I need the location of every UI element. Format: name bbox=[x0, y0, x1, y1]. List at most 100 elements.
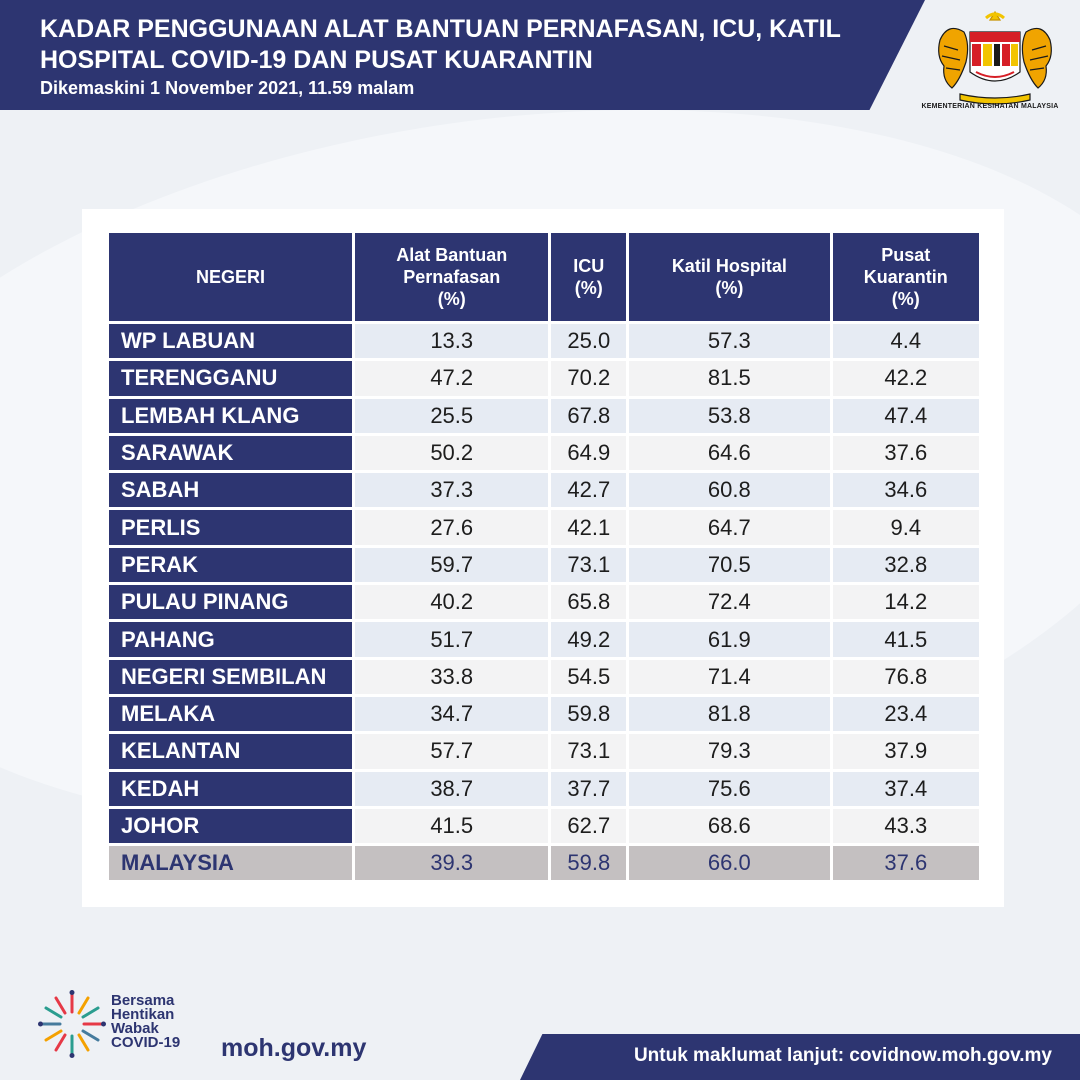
ventilator-value: 37.3 bbox=[355, 473, 549, 511]
hospital-value: 64.7 bbox=[629, 510, 830, 548]
header-band bbox=[0, 0, 925, 110]
quarantine-value: 76.8 bbox=[832, 659, 979, 697]
state-name: WP LABUAN bbox=[109, 324, 352, 362]
hospital-value: 81.8 bbox=[629, 696, 830, 735]
updated-timestamp: Dikemaskini 1 November 2021, 11.59 malam bbox=[40, 78, 415, 98]
ventilator-value: 59.7 bbox=[355, 547, 549, 586]
icu-value: 59.8 bbox=[551, 696, 627, 735]
quarantine-value: 37.4 bbox=[832, 771, 979, 809]
hospital-value: 57.3 bbox=[629, 324, 830, 362]
icu-value: 42.7 bbox=[551, 473, 627, 511]
total-label: MALAYSIA bbox=[109, 846, 352, 884]
more-info-link[interactable]: Untuk maklumat lanjut: covidnow.moh.gov.… bbox=[633, 1045, 1052, 1066]
ministry-name: KEMENTERIAN KESIHATAN MALAYSIA bbox=[921, 103, 1059, 110]
ventilator-value: 47.2 bbox=[355, 361, 549, 399]
hospital-value: 79.3 bbox=[629, 734, 830, 772]
icu-value: 49.2 bbox=[551, 622, 627, 660]
state-name: PERAK bbox=[109, 547, 352, 586]
campaign-slogan: Bersama Hentikan Wabak COVID-19 bbox=[111, 992, 181, 1051]
table-row: SABAH 37.3 42.7 60.8 34.6 bbox=[109, 473, 979, 511]
table-row: JOHOR 41.5 62.7 68.6 43.3 bbox=[109, 808, 979, 847]
table-row: TERENGGANU 47.2 70.2 81.5 42.2 bbox=[109, 361, 979, 399]
ventilator-value: 57.7 bbox=[355, 734, 549, 772]
quarantine-value: 37.9 bbox=[832, 734, 979, 772]
header-negeri: NEGERI bbox=[109, 233, 352, 324]
table-total-row: MALAYSIA 39.3 59.8 66.0 37.6 bbox=[109, 846, 979, 884]
total-icu-value: 59.8 bbox=[551, 846, 627, 884]
ventilator-value: 34.7 bbox=[355, 696, 549, 735]
table-row: LEMBAH KLANG 25.5 67.8 53.8 47.4 bbox=[109, 398, 979, 436]
table-row: PULAU PINANG 40.2 65.8 72.4 14.2 bbox=[109, 585, 979, 623]
table-row: KELANTAN 57.7 73.1 79.3 37.9 bbox=[109, 734, 979, 772]
icu-value: 37.7 bbox=[551, 771, 627, 809]
state-name: PULAU PINANG bbox=[109, 585, 352, 623]
state-name: TERENGGANU bbox=[109, 361, 352, 399]
hospital-value: 71.4 bbox=[629, 659, 830, 697]
icu-value: 25.0 bbox=[551, 324, 627, 362]
icu-value: 67.8 bbox=[551, 398, 627, 436]
state-name: KELANTAN bbox=[109, 734, 352, 772]
ventilator-value: 27.6 bbox=[355, 510, 549, 548]
quarantine-value: 42.2 bbox=[832, 361, 979, 399]
total-hospital-value: 66.0 bbox=[629, 846, 830, 884]
header-hospital-beds: Katil Hospital (%) bbox=[629, 233, 830, 324]
table-header-row: NEGERI Alat Bantuan Pernafasan (%) ICU (… bbox=[109, 233, 979, 324]
header-icu: ICU (%) bbox=[551, 233, 627, 324]
quarantine-value: 23.4 bbox=[832, 696, 979, 735]
icu-value: 62.7 bbox=[551, 808, 627, 847]
state-name: LEMBAH KLANG bbox=[109, 398, 352, 436]
icu-value: 54.5 bbox=[551, 659, 627, 697]
quarantine-value: 9.4 bbox=[832, 510, 979, 548]
ventilator-value: 38.7 bbox=[355, 771, 549, 809]
ventilator-value: 25.5 bbox=[355, 398, 549, 436]
state-name: KEDAH bbox=[109, 771, 352, 809]
state-name: SARAWAK bbox=[109, 435, 352, 474]
quarantine-value: 32.8 bbox=[832, 547, 979, 586]
table-row: NEGERI SEMBILAN 33.8 54.5 71.4 76.8 bbox=[109, 659, 979, 697]
hospital-value: 64.6 bbox=[629, 435, 830, 474]
table-row: MELAKA 34.7 59.8 81.8 23.4 bbox=[109, 696, 979, 735]
page-title: KADAR PENGGUNAAN ALAT BANTUAN PERNAFASAN… bbox=[40, 15, 841, 74]
table-row: WP LABUAN 13.3 25.0 57.3 4.4 bbox=[109, 324, 979, 362]
table-row: SARAWAK 50.2 64.9 64.6 37.6 bbox=[109, 435, 979, 474]
state-name: JOHOR bbox=[109, 808, 352, 847]
table-body: WP LABUAN 13.3 25.0 57.3 4.4 TERENGGANU … bbox=[109, 324, 979, 884]
quarantine-value: 41.5 bbox=[832, 622, 979, 660]
table-panel: NEGERI Alat Bantuan Pernafasan (%) ICU (… bbox=[82, 209, 1004, 907]
hospital-value: 70.5 bbox=[629, 547, 830, 586]
ventilator-value: 41.5 bbox=[355, 808, 549, 847]
hospital-value: 53.8 bbox=[629, 398, 830, 436]
hospital-value: 61.9 bbox=[629, 622, 830, 660]
table-row: PERAK 59.7 73.1 70.5 32.8 bbox=[109, 547, 979, 586]
coat-of-arms-icon bbox=[938, 10, 1052, 105]
ventilator-value: 51.7 bbox=[355, 622, 549, 660]
website-link[interactable]: moh.gov.my bbox=[221, 1034, 367, 1062]
header-ventilator: Alat Bantuan Pernafasan (%) bbox=[355, 233, 549, 324]
hospital-value: 68.6 bbox=[629, 808, 830, 847]
icu-value: 64.9 bbox=[551, 435, 627, 474]
quarantine-value: 4.4 bbox=[832, 324, 979, 362]
hospital-value: 72.4 bbox=[629, 585, 830, 623]
campaign-sunburst-icon bbox=[38, 990, 106, 1058]
icu-value: 42.1 bbox=[551, 510, 627, 548]
icu-value: 65.8 bbox=[551, 585, 627, 623]
footer-band: Untuk maklumat lanjut: covidnow.moh.gov.… bbox=[520, 1034, 1080, 1080]
utilization-table: NEGERI Alat Bantuan Pernafasan (%) ICU (… bbox=[106, 233, 982, 884]
ventilator-value: 40.2 bbox=[355, 585, 549, 623]
icu-value: 70.2 bbox=[551, 361, 627, 399]
table-row: KEDAH 38.7 37.7 75.6 37.4 bbox=[109, 771, 979, 809]
hospital-value: 75.6 bbox=[629, 771, 830, 809]
quarantine-value: 14.2 bbox=[832, 585, 979, 623]
state-name: NEGERI SEMBILAN bbox=[109, 659, 352, 697]
quarantine-value: 37.6 bbox=[832, 435, 979, 474]
ventilator-value: 13.3 bbox=[355, 324, 549, 362]
ventilator-value: 50.2 bbox=[355, 435, 549, 474]
header-quarantine: Pusat Kuarantin (%) bbox=[832, 233, 979, 324]
state-name: SABAH bbox=[109, 473, 352, 511]
icu-value: 73.1 bbox=[551, 547, 627, 586]
icu-value: 73.1 bbox=[551, 734, 627, 772]
quarantine-value: 47.4 bbox=[832, 398, 979, 436]
total-ventilator-value: 39.3 bbox=[355, 846, 549, 884]
total-quarantine-value: 37.6 bbox=[832, 846, 979, 884]
quarantine-value: 34.6 bbox=[832, 473, 979, 511]
